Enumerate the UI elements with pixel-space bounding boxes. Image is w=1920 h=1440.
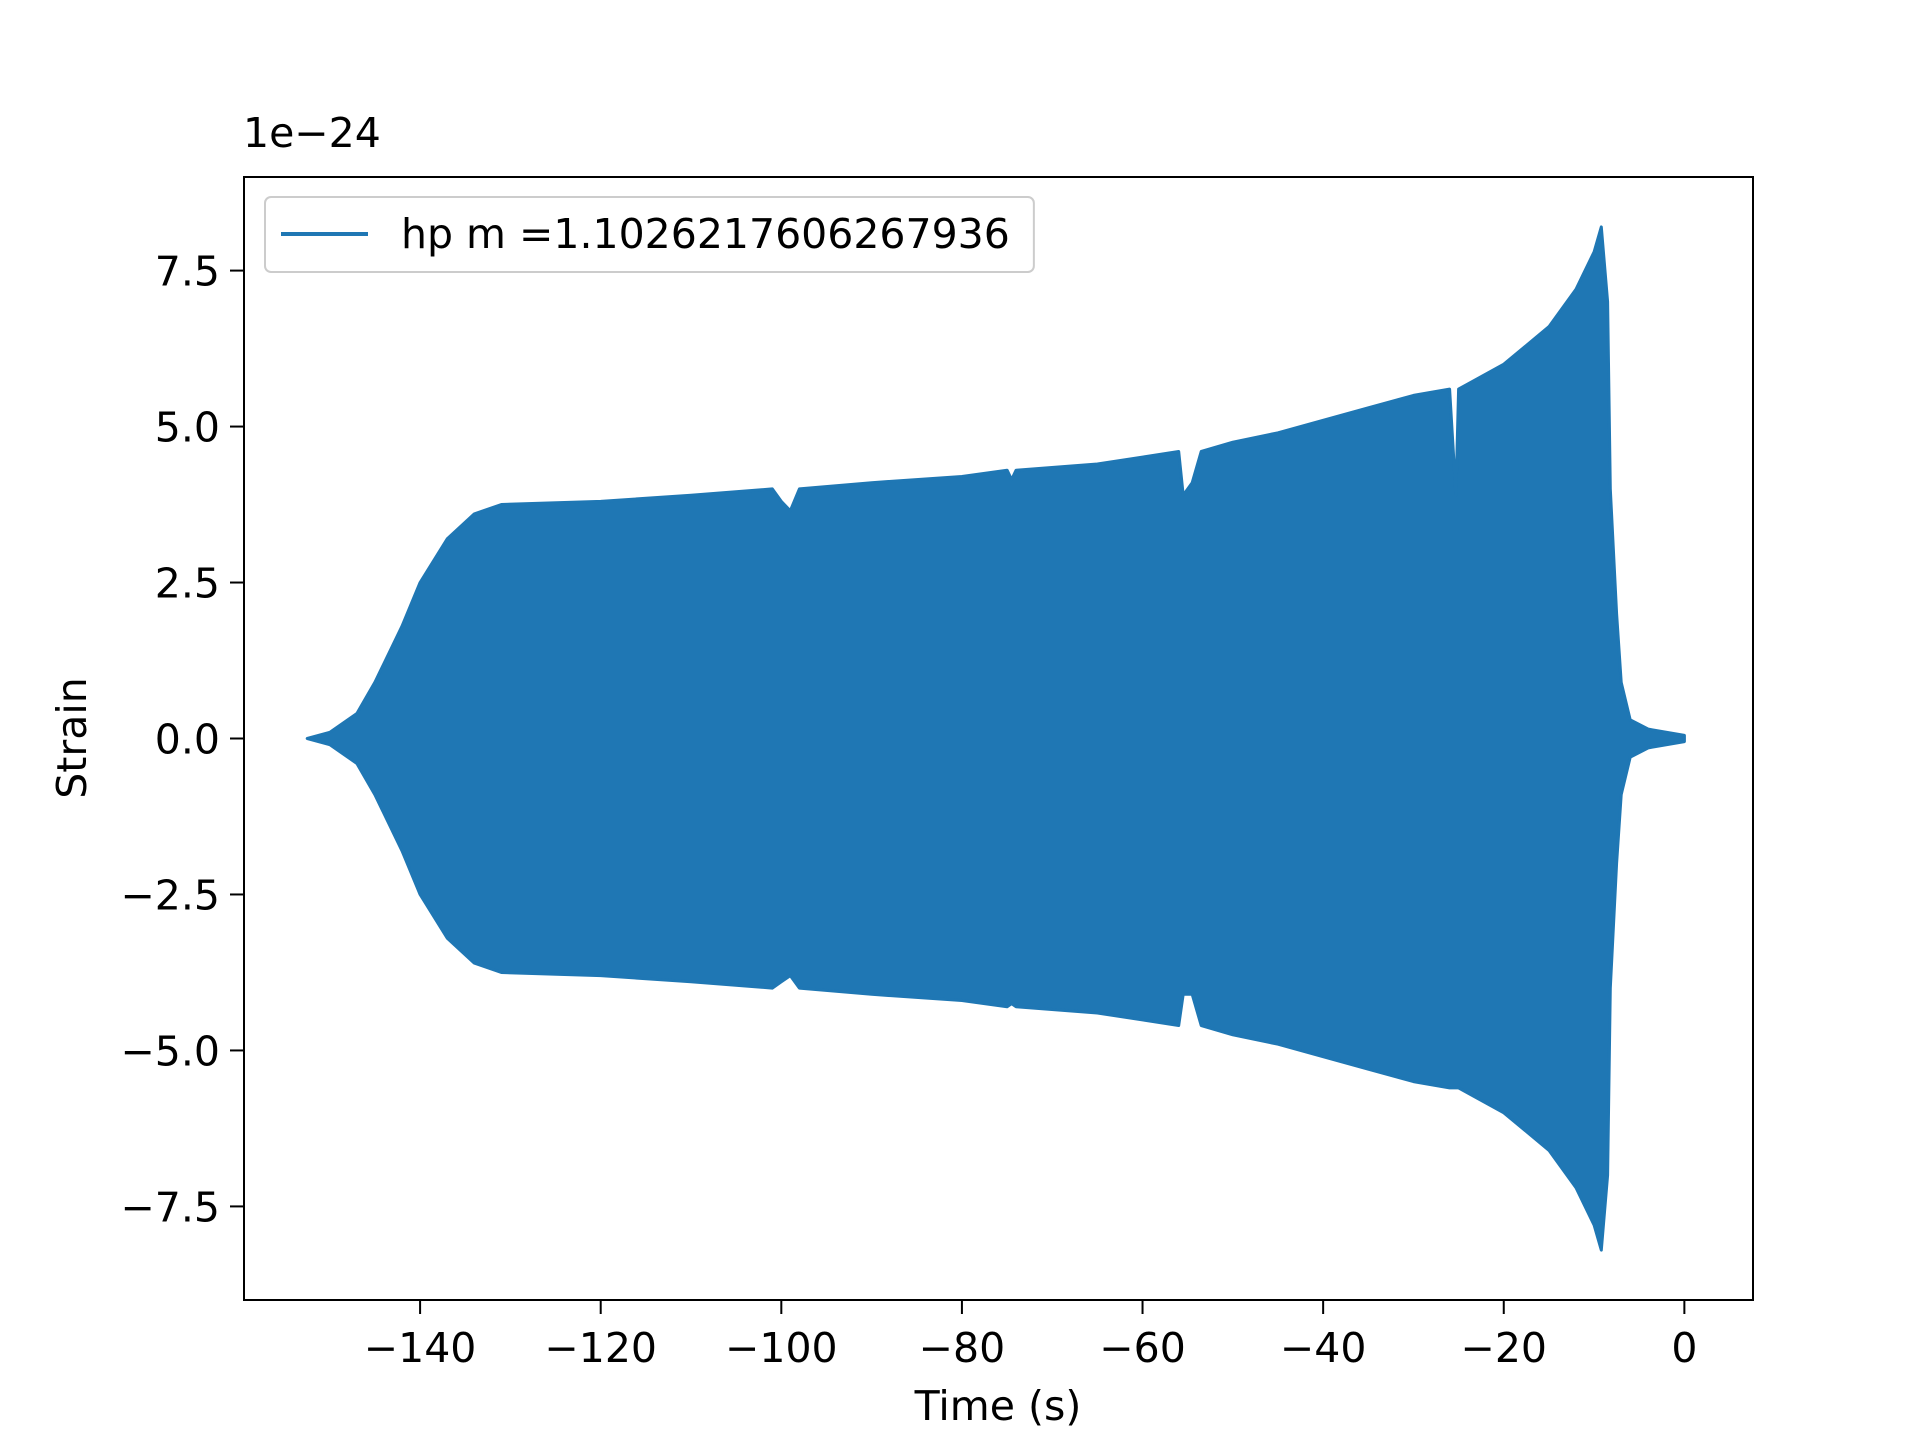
y-tick-label: −2.5 [120, 871, 220, 919]
signal-envelope [305, 225, 1686, 1252]
x-tick-label: −140 [364, 1324, 477, 1372]
legend-box [264, 196, 1035, 273]
x-tick-label: −100 [725, 1324, 838, 1372]
y-tick-label: 2.5 [155, 560, 220, 608]
y-tick-label: 5.0 [155, 404, 220, 452]
x-tick-label: −120 [544, 1324, 657, 1372]
y-offset-label: 1e−24 [243, 109, 381, 157]
y-tick-label: −5.0 [120, 1027, 220, 1075]
x-tick-label: −80 [919, 1324, 1006, 1372]
x-tick-label: 0 [1671, 1324, 1697, 1372]
x-axis-label: Time (s) [914, 1382, 1082, 1430]
y-tick-label: 0.0 [155, 716, 220, 764]
x-tick-label: −60 [1099, 1324, 1186, 1372]
legend-label: hp m =1.1026217606267936 [401, 210, 1010, 258]
x-tick-label: −40 [1280, 1324, 1367, 1372]
y-tick-label: 7.5 [155, 248, 220, 296]
y-tick-label: −7.5 [120, 1183, 220, 1231]
x-tick-label: −20 [1460, 1324, 1547, 1372]
y-axis-label: Strain [48, 677, 96, 798]
